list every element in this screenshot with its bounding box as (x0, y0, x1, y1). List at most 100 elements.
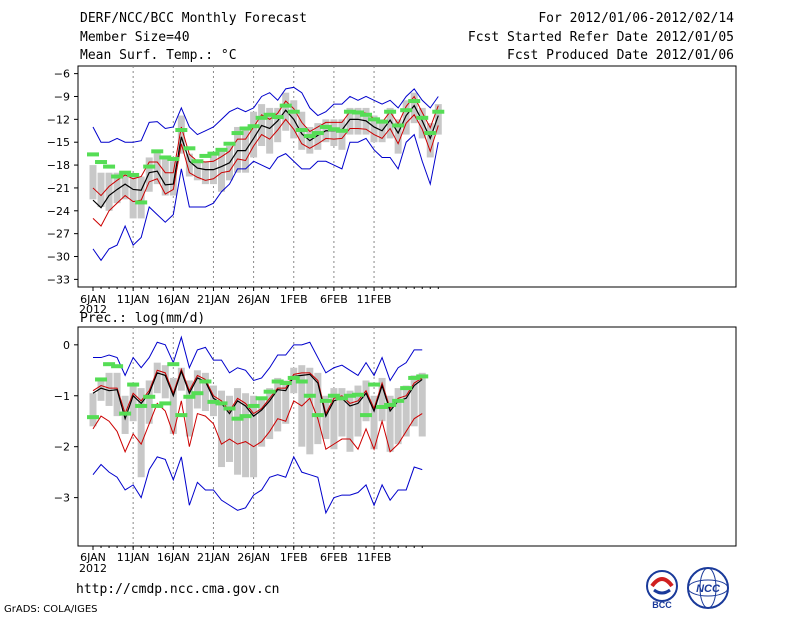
observed-marker (360, 112, 373, 117)
observed-marker (376, 404, 389, 409)
x-tick-label: 21JAN (197, 551, 230, 564)
observed-marker (119, 411, 132, 416)
spread-box (250, 395, 258, 478)
spread-box (177, 367, 185, 391)
spread-box (402, 100, 410, 135)
observed-marker (135, 403, 148, 408)
spread-box (226, 395, 234, 462)
observed-marker (271, 379, 284, 384)
lower-outer-line (92, 133, 439, 262)
product-title: DERF/NCC/BCC Monthly Forecast (80, 11, 307, 26)
observed-marker (143, 394, 156, 399)
observed-marker (343, 393, 356, 398)
forecast-period: For 2012/01/06-2012/02/14 (538, 11, 734, 26)
y-tick-label: −24 (47, 205, 70, 218)
observed-marker (247, 124, 260, 129)
spread-box (282, 92, 290, 131)
spread-box (314, 372, 322, 445)
spread-box (418, 107, 426, 139)
observed-marker (103, 164, 116, 169)
observed-marker (191, 391, 204, 396)
observed-marker (255, 396, 268, 401)
observed-marker (255, 115, 268, 120)
y-tick-label: −9 (54, 90, 70, 103)
observed-marker (424, 131, 437, 136)
observed-marker (263, 112, 276, 117)
spread-box (185, 380, 193, 437)
upper-outer-line (92, 86, 439, 143)
spread-box (394, 388, 402, 445)
spread-box (346, 390, 354, 452)
spread-box (274, 107, 282, 143)
observed-marker (271, 115, 284, 120)
lower-inner-line (92, 113, 439, 227)
plot-frame (77, 65, 737, 288)
observed-marker (351, 110, 364, 115)
spread-box (354, 385, 362, 437)
observed-marker (368, 382, 381, 387)
observed-marker (432, 109, 445, 114)
spread-box (410, 375, 418, 427)
observed-marker (239, 126, 252, 131)
spread-box (193, 161, 201, 181)
spread-box (370, 115, 378, 143)
spread-box (250, 111, 258, 158)
observed-marker (231, 131, 244, 136)
ensemble-mean-line (92, 104, 439, 209)
observed-marker (151, 149, 164, 154)
y-tick-label: −21 (47, 182, 70, 195)
observed-marker (408, 375, 421, 380)
spread-box (97, 172, 105, 207)
spread-box (274, 377, 282, 432)
source-url[interactable]: http://cmdp.ncc.cma.gov.cn (76, 582, 280, 597)
spread-box (217, 390, 225, 468)
spread-box (426, 123, 434, 158)
y-tick-label: −27 (47, 228, 70, 241)
observed-marker (159, 401, 172, 406)
observed-marker (279, 103, 292, 108)
lower-outer-line (92, 455, 423, 515)
observed-marker (263, 389, 276, 394)
x-tick-label: 11JAN (117, 551, 150, 564)
x-tick-label: 1FEB (280, 293, 308, 306)
spread-box (378, 377, 386, 422)
x-tick-label: 6JAN (80, 551, 106, 564)
spread-box (386, 395, 394, 452)
y-tick-label: −30 (47, 251, 70, 264)
observed-marker (384, 402, 397, 407)
spread-box (105, 372, 113, 406)
y-tick-label: −12 (47, 113, 70, 126)
observed-marker (215, 147, 228, 152)
spread-box (418, 372, 426, 437)
spread-box (394, 119, 402, 154)
spread-box (434, 104, 442, 135)
observed-marker (392, 398, 405, 403)
observed-marker (111, 174, 124, 179)
observed-marker (335, 396, 348, 401)
spread-box (386, 107, 394, 139)
spread-box (362, 380, 370, 422)
spread-box (137, 176, 145, 219)
spread-box (209, 153, 217, 185)
observed-marker (199, 153, 212, 158)
x-tick-label: 11JAN (117, 293, 150, 306)
spread-box (234, 388, 242, 475)
observed-marker (327, 393, 340, 398)
observed-marker (191, 159, 204, 164)
spread-box (145, 157, 153, 192)
spread-box (217, 149, 225, 192)
x-tick-label: 6FEB (320, 551, 348, 564)
spread-box (338, 119, 346, 150)
ncc-logo: NCC (684, 566, 732, 610)
spread-box (113, 172, 121, 204)
observed-marker (143, 164, 156, 169)
variable-label-temp: Mean Surf. Temp.: °C (80, 48, 237, 63)
y-tick-label: −2 (54, 441, 70, 454)
observed-marker (127, 382, 140, 387)
spread-box (306, 367, 314, 455)
spread-box (105, 172, 113, 211)
spread-box (354, 107, 362, 135)
observed-marker (335, 128, 348, 133)
observed-marker (199, 379, 212, 384)
